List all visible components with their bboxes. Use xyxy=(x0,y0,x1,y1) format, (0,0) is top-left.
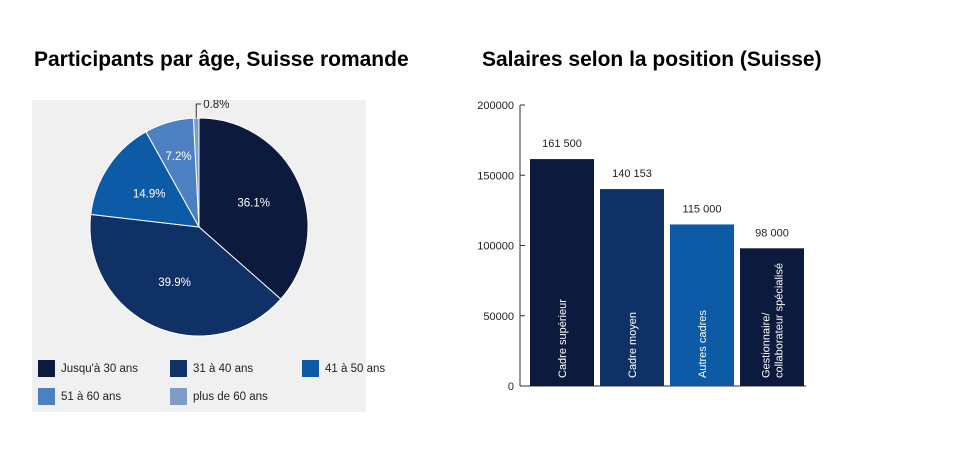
bar-value-label: 161 500 xyxy=(542,138,582,150)
bar-chart-title: Salaires selon la position (Suisse) xyxy=(482,48,822,71)
bar-value-label: 140 153 xyxy=(612,168,652,180)
bar-cadre-superieur xyxy=(530,159,594,386)
y-tick-label: 150000 xyxy=(477,170,514,182)
legend-label: plus de 60 ans xyxy=(193,390,268,403)
y-tick-label: 50000 xyxy=(483,311,514,323)
pie-chart: 36.1% 39.9% 14.9% 7.2% 0.8% xyxy=(89,100,309,337)
legend-swatch xyxy=(170,388,187,405)
pie-chart-panel: 36.1% 39.9% 14.9% 7.2% 0.8% Jusqu'à 30 ans 31… xyxy=(32,100,385,412)
pie-slice-41-a-50-ans xyxy=(90,131,200,228)
legend-swatch xyxy=(38,388,55,405)
pie-slice-31-a-40-ans xyxy=(89,213,282,337)
legend-item-plus-de-60-ans: plus de 60 ans xyxy=(170,388,268,405)
legend-swatch xyxy=(170,360,187,377)
pie-data-label: 7.2% xyxy=(165,151,191,163)
pie-chart-title: Participants par âge, Suisse romande xyxy=(34,48,409,71)
legend-label: 51 à 60 ans xyxy=(61,390,122,403)
legend-item-41-a-50-ans: 41 à 50 ans xyxy=(302,360,385,377)
bar-value-label: 115 000 xyxy=(683,203,722,215)
legend-item-31-a-40-ans: 31 à 40 ans xyxy=(170,360,253,377)
legend-item-jusqu-a-30-ans: Jusqu'à 30 ans xyxy=(38,360,138,377)
pie-legend: Jusqu'à 30 ans 31 à 40 ans 41 à 50 ans 51 à… xyxy=(32,354,385,412)
bar-gestionnaire-collaborateur-specialise xyxy=(740,248,804,386)
legend-item-51-a-60-ans: 51 à 60 ans xyxy=(38,388,121,405)
y-tick-label: 100000 xyxy=(477,241,514,253)
pie-slice-jusqu-a-30-ans xyxy=(198,117,309,300)
bar-autres-cadres xyxy=(670,224,734,386)
legend-swatch xyxy=(38,360,55,377)
legend-label: Jusqu'à 30 ans xyxy=(61,362,139,375)
bar-value-label: 98 000 xyxy=(755,227,789,239)
bar-chart: 0 50000 100000 150000 200000 161 500 Cadre sup… xyxy=(477,100,806,393)
bar-category-label: Cadre supérieur xyxy=(557,299,569,378)
y-tick-label: 200000 xyxy=(477,100,514,112)
pie-data-label: 39.9% xyxy=(158,277,191,289)
legend-label: 41 à 50 ans xyxy=(325,362,386,375)
pie-data-label: 0.8% xyxy=(203,100,229,111)
bar-category-label: Autres cadres xyxy=(697,310,709,378)
pie-data-label: 36.1% xyxy=(237,197,270,209)
pie-slice-plus-de-60-ans xyxy=(192,117,200,228)
bar-category-label: Gestionnaire/ xyxy=(761,312,773,378)
pie-data-label: 14.9% xyxy=(133,189,166,201)
bar-category-label: Cadre moyen xyxy=(627,312,639,378)
legend-label: 31 à 40 ans xyxy=(193,362,254,375)
legend-swatch xyxy=(302,360,319,377)
bar-category-label: collaborateur spécialisé xyxy=(774,263,786,378)
pie-leader-line xyxy=(195,103,202,119)
bar-cadre-moyen xyxy=(600,189,664,386)
y-tick-label: 0 xyxy=(508,381,514,393)
